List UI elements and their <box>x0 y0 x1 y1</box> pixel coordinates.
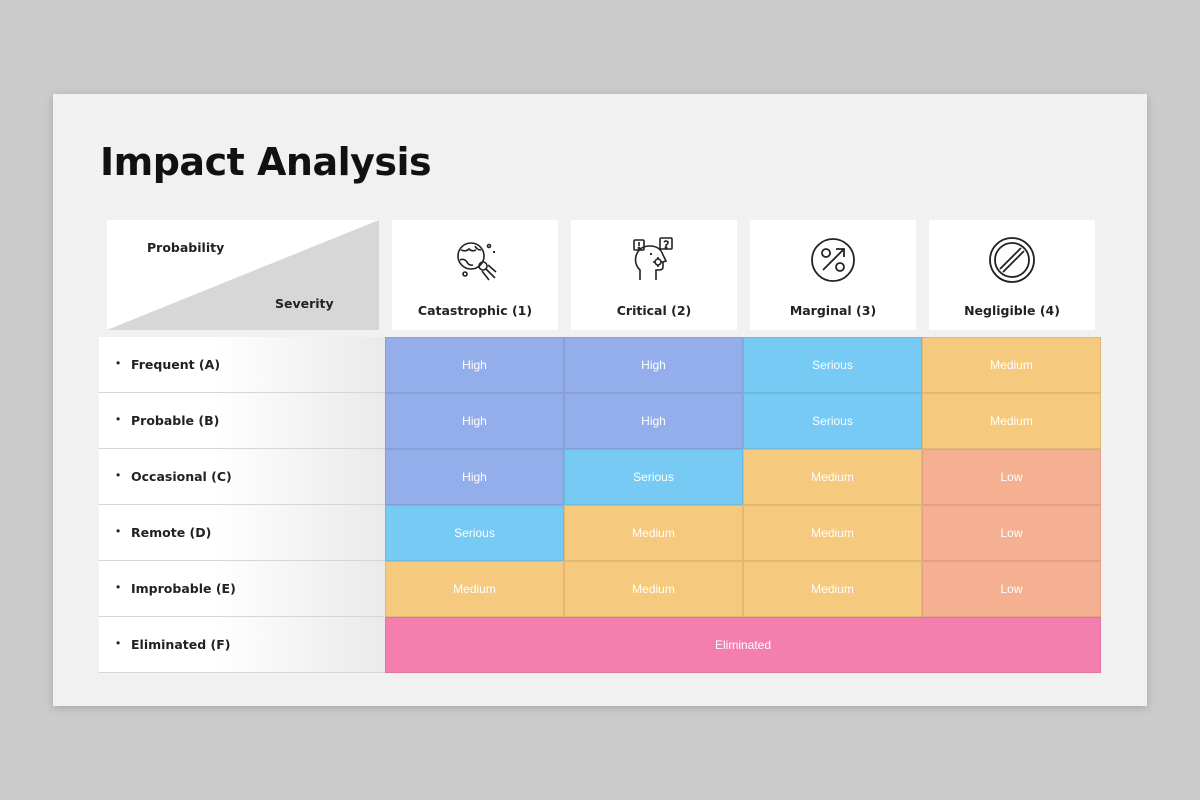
percent-icon <box>811 238 855 282</box>
matrix-cell: Medium <box>922 337 1101 393</box>
column-label: Critical (2) <box>616 303 692 318</box>
matrix-cell: Serious <box>743 337 922 393</box>
matrix-cell: High <box>385 337 564 393</box>
matrix-cell: Medium <box>743 561 922 617</box>
slide: Impact Analysis Probability Severity Cat… <box>53 94 1147 706</box>
globe-asteroid-icon <box>457 242 497 281</box>
head-question-icon <box>633 237 673 280</box>
page-title: Impact Analysis <box>100 140 432 184</box>
column-label: Marginal (3) <box>789 303 877 318</box>
column-label: Negligible (4) <box>964 303 1060 318</box>
matrix-cell: Medium <box>385 561 564 617</box>
corner-diagonal <box>107 220 379 330</box>
row-label: Probable (B) <box>131 413 220 428</box>
matrix-cell-eliminated: Eliminated <box>385 617 1101 673</box>
row-label: Frequent (A) <box>131 357 221 372</box>
matrix-cell: Serious <box>743 393 922 449</box>
row-header-frequent: • Frequent (A) <box>99 337 385 393</box>
bullet: • <box>116 636 121 650</box>
prohibited-icon <box>989 237 1035 283</box>
corner-header: Probability Severity <box>107 220 379 330</box>
matrix-cell: Medium <box>922 393 1101 449</box>
row-label: Eliminated (F) <box>131 637 231 652</box>
row-header-occasional: • Occasional (C) <box>99 449 385 505</box>
matrix-cell: High <box>385 393 564 449</box>
matrix-cell: Medium <box>564 561 743 617</box>
row-header-remote: • Remote (D) <box>99 505 385 561</box>
bullet: • <box>116 468 121 482</box>
matrix-cell: Medium <box>564 505 743 561</box>
severity-label: Severity <box>275 296 334 311</box>
matrix-cell: Low <box>922 505 1101 561</box>
matrix-cell: Serious <box>564 449 743 505</box>
column-header-marginal: Marginal (3) <box>750 220 916 330</box>
row-label: Remote (D) <box>131 525 212 540</box>
row-header-eliminated: • Eliminated (F) <box>99 617 385 673</box>
probability-label: Probability <box>147 240 225 255</box>
row-header-improbable: • Improbable (E) <box>99 561 385 617</box>
matrix-cell: High <box>564 393 743 449</box>
row-label: Improbable (E) <box>131 581 236 596</box>
row-label: Occasional (C) <box>131 469 232 484</box>
matrix-cell: Serious <box>385 505 564 561</box>
column-label: Catastrophic (1) <box>417 303 533 318</box>
matrix-cell: Low <box>922 449 1101 505</box>
row-header-probable: • Probable (B) <box>99 393 385 449</box>
bullet: • <box>116 412 121 426</box>
column-header-negligible: Negligible (4) <box>929 220 1095 330</box>
column-header-critical: Critical (2) <box>571 220 737 330</box>
bullet: • <box>116 524 121 538</box>
matrix-cell: Medium <box>743 449 922 505</box>
matrix-cell: High <box>385 449 564 505</box>
column-header-catastrophic: Catastrophic (1) <box>392 220 558 330</box>
bullet: • <box>116 580 121 594</box>
bullet: • <box>116 356 121 370</box>
matrix-cell: Low <box>922 561 1101 617</box>
matrix-cell: High <box>564 337 743 393</box>
matrix-cell: Medium <box>743 505 922 561</box>
